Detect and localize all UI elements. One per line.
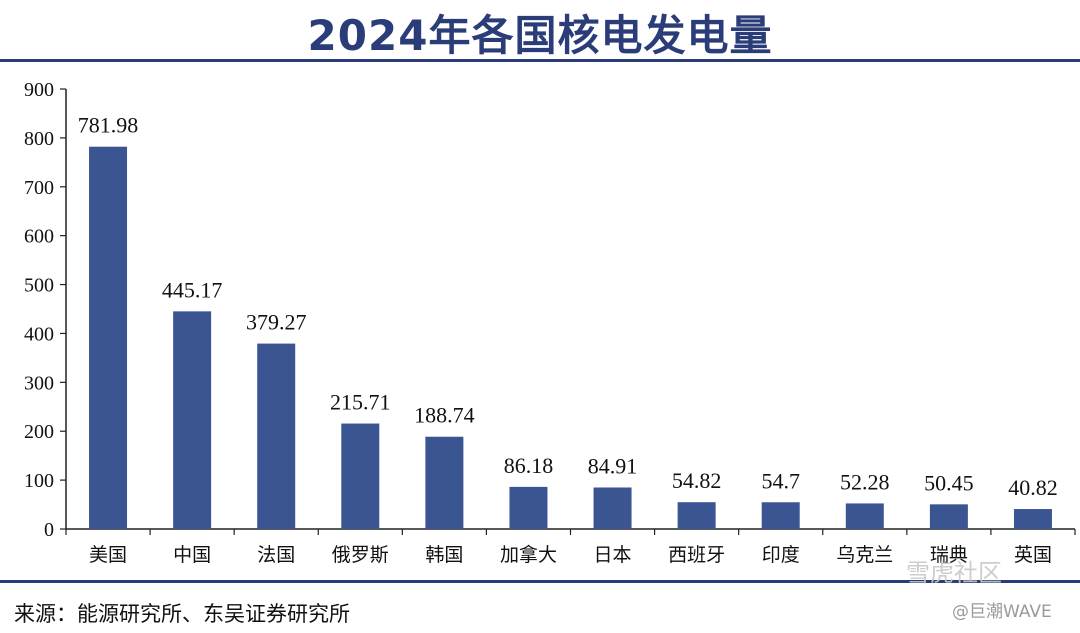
watermark-handle: @巨潮WAVE — [952, 602, 1052, 622]
data-label: 52.28 — [840, 469, 890, 494]
bar-1 — [89, 146, 128, 529]
source-note: 来源：能源研究所、东吴证券研究所 — [14, 602, 350, 626]
x-category-label: 印度 — [762, 544, 800, 566]
bar-5 — [425, 436, 464, 529]
bar-8 — [677, 502, 716, 529]
bar-7 — [593, 487, 632, 529]
bar-6 — [509, 486, 548, 529]
data-label: 445.17 — [162, 277, 223, 302]
y-tick-label: 700 — [24, 177, 54, 199]
y-tick-label: 0 — [44, 519, 54, 541]
x-category-label: 西班牙 — [668, 544, 725, 566]
data-label: 54.7 — [761, 468, 800, 493]
y-tick-label: 300 — [24, 372, 54, 394]
chart-axes: 0 100 200 300 400 500 600 700 800 900 — [24, 79, 1076, 541]
chart-bars — [89, 146, 1052, 529]
footer-divider — [0, 580, 1080, 583]
data-label: 84.91 — [588, 453, 638, 478]
data-label: 781.98 — [78, 113, 139, 138]
x-category-label: 美国 — [89, 544, 127, 566]
watermark-logo: 雪虎社区 — [906, 559, 1002, 587]
data-label: 188.74 — [414, 403, 475, 428]
y-tick-label: 600 — [24, 226, 54, 248]
title-divider — [0, 59, 1080, 62]
chart-title: 2024年各国核电发电量 — [307, 11, 773, 60]
data-label: 54.82 — [672, 468, 722, 493]
data-label: 40.82 — [1008, 475, 1058, 500]
chart-labels: 781.98 美国 445.17 中国 379.27 法国 215.71 俄罗斯 188.74 韩… — [78, 113, 1058, 566]
y-tick-label: 900 — [24, 79, 54, 101]
y-tick-label: 200 — [24, 421, 54, 443]
x-category-label: 乌克兰 — [836, 544, 893, 566]
y-tick-label: 400 — [24, 323, 54, 345]
bar-9 — [761, 502, 800, 529]
x-category-label: 法国 — [257, 544, 295, 566]
y-tick-label: 100 — [24, 470, 54, 492]
bar-11 — [929, 504, 968, 529]
x-category-label: 英国 — [1014, 544, 1052, 566]
bar-12 — [1013, 509, 1052, 529]
bar-10 — [845, 503, 884, 529]
x-category-label: 中国 — [173, 544, 211, 566]
y-tick-label: 500 — [24, 275, 54, 297]
data-label: 86.18 — [504, 453, 554, 478]
x-category-label: 俄罗斯 — [332, 544, 389, 566]
y-tick-label: 800 — [24, 128, 54, 150]
data-label: 379.27 — [246, 310, 307, 335]
bar-3 — [257, 343, 296, 529]
bar-4 — [341, 423, 380, 529]
x-category-label: 瑞典 — [930, 544, 968, 566]
x-category-label: 韩国 — [425, 544, 463, 566]
bar-2 — [173, 311, 212, 529]
x-category-label: 加拿大 — [500, 543, 557, 566]
bar-chart: 0 100 200 300 400 500 600 700 800 900 781.98 美国 445… — [24, 79, 1076, 566]
x-category-label: 日本 — [594, 544, 632, 566]
data-label: 215.71 — [330, 390, 391, 415]
data-label: 50.45 — [924, 470, 974, 495]
